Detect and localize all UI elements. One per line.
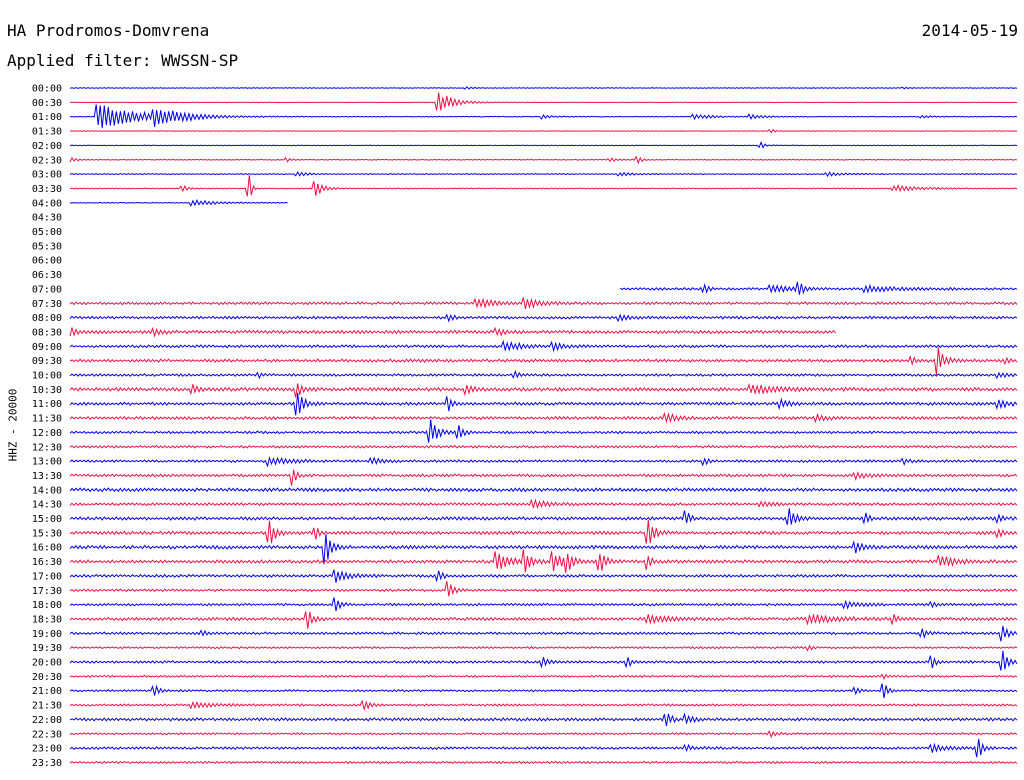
trace-row-1030 bbox=[69, 382, 1018, 398]
row-time-label: 08:30 bbox=[32, 327, 62, 338]
row-time-label: 01:30 bbox=[32, 127, 62, 138]
row-time-label: 06:30 bbox=[32, 270, 62, 281]
trace-row-1800 bbox=[69, 597, 1018, 612]
row-time-label: 03:00 bbox=[32, 170, 62, 181]
trace-row-0200 bbox=[69, 141, 1018, 149]
trace-row-1430 bbox=[69, 498, 1018, 510]
trace-row-1730 bbox=[69, 581, 1018, 597]
trace-row-1000 bbox=[69, 369, 1018, 380]
row-time-label: 07:30 bbox=[32, 299, 62, 310]
row-time-label: 21:30 bbox=[32, 701, 62, 712]
trace-row-1230 bbox=[69, 444, 1018, 449]
trace-row-0730 bbox=[69, 297, 1018, 310]
trace-row-1600 bbox=[69, 533, 1018, 565]
trace-row-0300 bbox=[69, 170, 1018, 178]
trace-row-1930 bbox=[69, 644, 1018, 652]
trace-row-0130 bbox=[69, 128, 1018, 134]
trace-row-2300 bbox=[69, 738, 1018, 758]
trace-row-1200 bbox=[69, 419, 1018, 443]
trace-row-0100 bbox=[69, 104, 1018, 129]
row-time-label: 12:30 bbox=[32, 442, 62, 453]
trace-row-0400 bbox=[69, 198, 288, 207]
trace-row-2330 bbox=[69, 760, 1018, 765]
row-time-label: 23:30 bbox=[32, 758, 62, 769]
trace-row-0900 bbox=[69, 339, 1018, 353]
row-time-label: 22:00 bbox=[32, 715, 62, 726]
row-time-label: 05:30 bbox=[32, 241, 62, 252]
trace-row-2230 bbox=[69, 730, 1018, 739]
trace-row-1530 bbox=[69, 520, 1018, 544]
trace-row-2030 bbox=[69, 673, 1018, 680]
trace-row-2100 bbox=[69, 683, 1018, 699]
trace-row-0030 bbox=[69, 92, 1018, 111]
row-time-label: 18:30 bbox=[32, 614, 62, 625]
row-time-label: 04:00 bbox=[32, 198, 62, 209]
row-time-label: 14:00 bbox=[32, 485, 62, 496]
trace-row-2000 bbox=[69, 650, 1018, 671]
row-time-label: 04:30 bbox=[32, 213, 62, 224]
trace-row-1900 bbox=[69, 625, 1018, 642]
row-time-label: 10:30 bbox=[32, 385, 62, 396]
trace-row-1130 bbox=[69, 411, 1018, 424]
trace-row-0700 bbox=[619, 281, 1018, 295]
trace-row-1330 bbox=[69, 469, 1018, 486]
trace-row-0800 bbox=[69, 313, 1018, 323]
row-time-label: 18:00 bbox=[32, 600, 62, 611]
row-time-label: 00:00 bbox=[32, 84, 62, 95]
filter-label: Applied filter: WWSSN-SP bbox=[7, 51, 239, 70]
trace-row-1700 bbox=[69, 569, 1018, 583]
row-time-label: 13:00 bbox=[32, 457, 62, 468]
row-time-label: 11:30 bbox=[32, 414, 62, 425]
trace-row-1500 bbox=[69, 508, 1018, 525]
row-time-label: 17:30 bbox=[32, 586, 62, 597]
row-time-label: 10:00 bbox=[32, 371, 62, 382]
row-time-label: 11:00 bbox=[32, 399, 62, 410]
row-time-label: 07:00 bbox=[32, 284, 62, 295]
trace-row-0330 bbox=[69, 175, 1018, 197]
row-time-label: 15:30 bbox=[32, 528, 62, 539]
row-time-label: 17:00 bbox=[32, 571, 62, 582]
row-time-label: 06:00 bbox=[32, 256, 62, 267]
row-time-label: 00:30 bbox=[32, 98, 62, 109]
trace-row-1400 bbox=[69, 487, 1018, 493]
row-time-label: 21:00 bbox=[32, 686, 62, 697]
row-time-label: 20:30 bbox=[32, 672, 62, 683]
row-time-label: 16:00 bbox=[32, 543, 62, 554]
trace-row-0830 bbox=[69, 326, 837, 338]
row-time-label: 20:00 bbox=[32, 658, 62, 669]
row-time-label: 03:30 bbox=[32, 184, 62, 195]
row-time-label: 01:00 bbox=[32, 112, 62, 123]
record-date: 2014-05-19 bbox=[921, 21, 1018, 40]
row-time-label: 19:00 bbox=[32, 629, 62, 640]
row-time-label: 16:30 bbox=[32, 557, 62, 568]
trace-row-0230 bbox=[69, 155, 1018, 165]
trace-row-2200 bbox=[69, 712, 1018, 726]
trace-row-2130 bbox=[69, 699, 1018, 710]
trace-row-1100 bbox=[69, 392, 1018, 416]
row-time-label: 09:00 bbox=[32, 342, 62, 353]
trace-row-1830 bbox=[69, 611, 1018, 629]
row-time-label: 09:30 bbox=[32, 356, 62, 367]
row-time-label: 23:00 bbox=[32, 744, 62, 755]
row-time-label: 15:00 bbox=[32, 514, 62, 525]
row-time-label: 14:30 bbox=[32, 500, 62, 511]
trace-row-0000 bbox=[69, 85, 1018, 90]
row-time-label: 08:00 bbox=[32, 313, 62, 324]
row-time-label: 12:00 bbox=[32, 428, 62, 439]
station-title: HA Prodromos-Domvrena bbox=[7, 21, 210, 40]
row-time-label: 05:00 bbox=[32, 227, 62, 238]
row-time-label: 19:30 bbox=[32, 643, 62, 654]
trace-row-0930 bbox=[69, 347, 1018, 375]
trace-row-1630 bbox=[69, 549, 1018, 573]
row-time-label: 13:30 bbox=[32, 471, 62, 482]
row-time-label: 02:30 bbox=[32, 155, 62, 166]
row-time-label: 02:00 bbox=[32, 141, 62, 152]
trace-row-1300 bbox=[69, 456, 1018, 468]
row-time-label: 22:30 bbox=[32, 729, 62, 740]
